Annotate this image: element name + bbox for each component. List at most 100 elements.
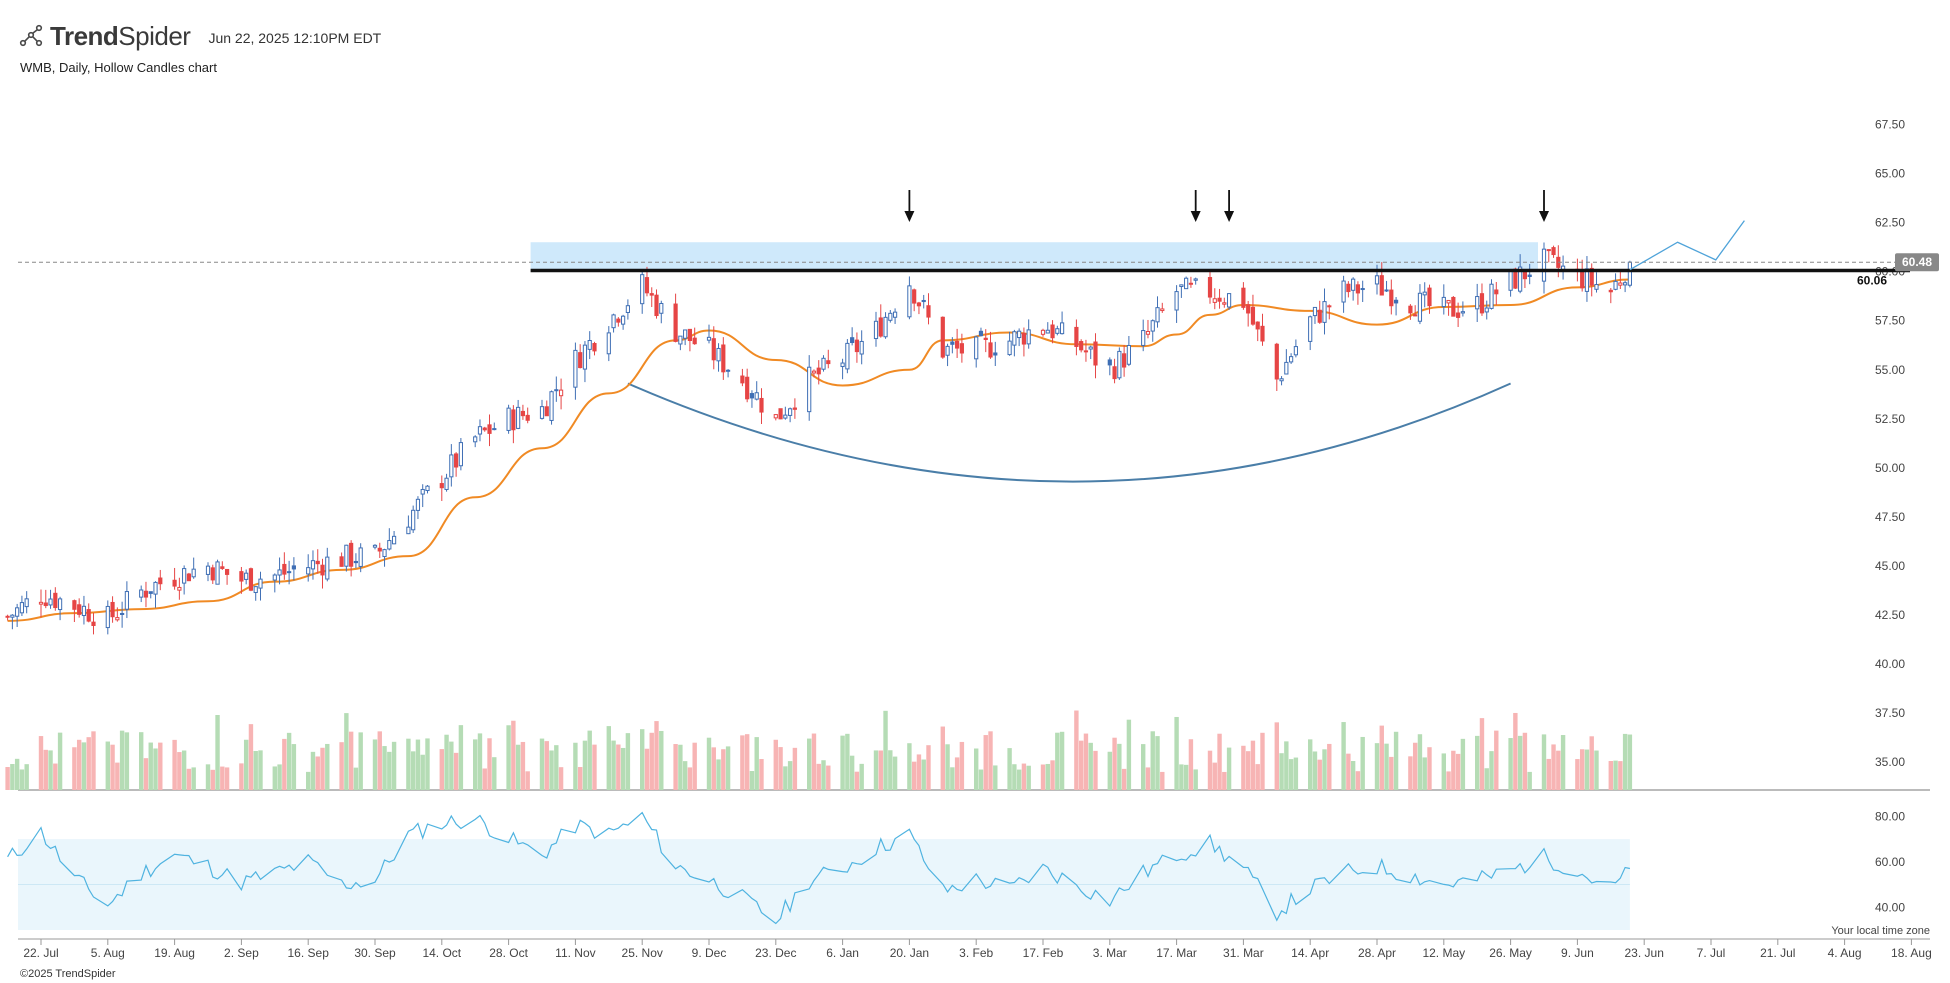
volume-bar [1584, 749, 1590, 790]
candle-body [1260, 325, 1265, 342]
candle-body [1618, 282, 1623, 286]
volume-bar [353, 767, 359, 790]
candle-body [1346, 283, 1351, 293]
candle-body [983, 337, 988, 340]
volume-bar [682, 761, 688, 790]
candle-body [406, 526, 411, 535]
volume-bar [1088, 742, 1093, 790]
candle-body [1188, 282, 1194, 285]
candle-body [1141, 330, 1146, 346]
volume-bar [1508, 738, 1513, 790]
candle-body [215, 561, 220, 585]
copyright: ©2025 TrendSpider [20, 968, 116, 980]
candle-body [1441, 296, 1446, 308]
candle-body [1284, 361, 1289, 375]
candle-body [473, 436, 478, 443]
volume-bar [325, 743, 330, 790]
volume-bar [19, 769, 25, 790]
time-tick-label: 18. Aug [1891, 946, 1932, 960]
candle-body [845, 342, 850, 370]
volume-bar [716, 759, 721, 790]
volume-bar [1155, 736, 1160, 790]
volume-bar [5, 767, 10, 790]
candle-body [1126, 344, 1131, 365]
candle-body [272, 574, 277, 581]
volume-bar [1183, 764, 1189, 790]
volume-bar [587, 730, 592, 790]
candle-body [582, 344, 588, 370]
volume-bar [706, 737, 712, 790]
candle-body [454, 453, 459, 468]
rsi-panel: 80.00 60.00 40.00 [7, 809, 1905, 930]
candle-body [659, 302, 664, 314]
time-tick-label: 17. Feb [1023, 946, 1064, 960]
volume-bar [644, 748, 650, 790]
candle-body [1484, 307, 1489, 313]
volume-bar [744, 734, 750, 790]
volume-bar [387, 751, 392, 790]
candle-body [907, 285, 912, 318]
brand-name: TrendSpider [50, 20, 191, 52]
candle-body [549, 391, 554, 421]
candle-body [554, 389, 559, 392]
candle-body [1422, 291, 1427, 296]
candle-body [1279, 378, 1284, 382]
candle-body [807, 366, 812, 413]
volume-bar [1141, 744, 1146, 790]
candle-body [349, 542, 354, 567]
candle-body [172, 579, 177, 587]
volume-bar [1226, 747, 1232, 790]
volume-bar [391, 741, 397, 790]
time-tick-label: 17. Mar [1156, 946, 1197, 960]
volume-bar [1589, 736, 1594, 790]
volume-bar [673, 744, 678, 790]
price-tick-label: 42.50 [1875, 608, 1905, 622]
candle-body [1460, 311, 1465, 314]
volume-bar [1427, 747, 1432, 790]
volume-bar [153, 748, 158, 790]
volume-bar [1618, 761, 1623, 790]
volume-bar [687, 767, 693, 790]
volume-bar [105, 741, 110, 790]
time-tick-label: 9. Dec [692, 946, 727, 960]
volume-bar [783, 766, 788, 790]
time-tick-label: 28. Oct [489, 946, 528, 960]
volume-bar [558, 767, 564, 790]
volume-bar [76, 739, 82, 790]
candle-body [1079, 341, 1084, 351]
candle-body [706, 336, 712, 341]
volume-bar [954, 757, 960, 790]
rsi-line [7, 811, 1631, 925]
volume-bar [1417, 734, 1423, 790]
volume-bar [1040, 764, 1046, 790]
volume-bar [1475, 735, 1480, 790]
candle-body [5, 615, 10, 618]
time-tick-label: 23. Dec [755, 946, 796, 960]
volume-bar [72, 747, 77, 790]
volume-bar [511, 720, 516, 790]
candle-body [859, 340, 864, 355]
candle-body [725, 369, 731, 372]
candle-body [344, 544, 349, 567]
volume-bar [1260, 732, 1265, 790]
candle-body [1088, 346, 1093, 350]
volume-bar [1150, 731, 1155, 790]
arrow-down-icon [1539, 190, 1549, 222]
candle-body [1379, 275, 1384, 296]
volume-bar [420, 754, 425, 790]
brand-bold: Trend [50, 20, 119, 51]
time-tick-label: 3. Feb [959, 946, 993, 960]
volume-bar [310, 751, 316, 790]
volume-bar [792, 747, 798, 790]
volume-bar [506, 725, 511, 790]
volume-bar [487, 738, 492, 790]
candle-body [358, 547, 363, 567]
candle-body [277, 569, 282, 576]
candle-body [955, 340, 960, 349]
volume-bar [787, 761, 793, 790]
volume-bar [1408, 756, 1413, 790]
volume-bar [759, 759, 764, 790]
candle-body [287, 571, 292, 574]
candle-body [1193, 278, 1198, 281]
